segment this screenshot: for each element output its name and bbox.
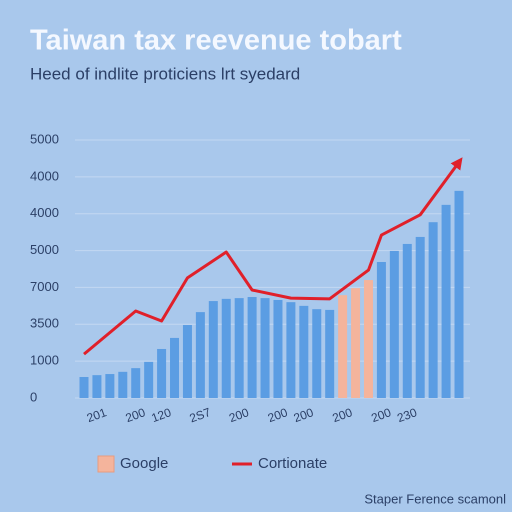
bar — [441, 204, 451, 398]
bar — [312, 309, 322, 398]
y-tick-label: 3500 — [30, 316, 59, 331]
bar — [247, 297, 257, 398]
x-tick-label: 230 — [395, 405, 419, 425]
y-tick-label: 5000 — [30, 242, 59, 257]
bar — [402, 243, 412, 398]
bar — [260, 298, 270, 398]
x-tick-label: 200 — [124, 405, 148, 425]
y-tick-label: 5000 — [30, 131, 59, 146]
x-tick-label: 200 — [331, 405, 355, 425]
bar — [325, 309, 335, 398]
legend-label: Google — [120, 455, 168, 472]
x-tick-label: 200 — [292, 405, 316, 425]
bar — [273, 299, 283, 398]
bar — [234, 298, 244, 398]
x-tick-label: 201 — [85, 405, 109, 425]
x-tick-label: 200 — [227, 405, 251, 425]
bar — [105, 374, 115, 398]
bar — [415, 236, 425, 398]
x-tick-label: 120 — [149, 405, 173, 425]
bar — [351, 288, 361, 398]
footer: Staper Ference scamonl — [364, 491, 506, 506]
bar — [299, 305, 309, 398]
x-tick-label: 200 — [369, 405, 393, 425]
bar — [157, 348, 167, 398]
chart-title: Taiwan tax reevenue tobart — [30, 25, 402, 57]
bar — [286, 302, 296, 398]
x-tick-label: 200 — [266, 405, 290, 425]
bar — [376, 261, 386, 398]
bar — [170, 337, 180, 398]
bar — [208, 301, 218, 398]
bar — [363, 280, 373, 398]
y-tick-label: 0 — [30, 389, 37, 404]
legend-swatch — [97, 455, 115, 473]
y-tick-label: 7000 — [30, 279, 59, 294]
y-tick-label: 1000 — [30, 353, 59, 368]
bar — [454, 190, 464, 398]
bar — [118, 371, 128, 398]
bar — [195, 312, 205, 398]
bar — [92, 375, 102, 398]
bar — [144, 361, 154, 398]
chart-subtitle: Heed of indlite proticiens lrt syedard — [30, 64, 300, 83]
line — [83, 157, 463, 356]
legend-label: Cortionate — [258, 455, 327, 472]
bar — [389, 250, 399, 398]
bar — [79, 376, 89, 398]
bar — [338, 295, 348, 398]
x-tick-label: 2S7 — [188, 405, 213, 426]
y-tick-label: 4000 — [30, 168, 59, 183]
bar — [182, 325, 192, 398]
bar — [221, 298, 231, 398]
bar — [131, 368, 141, 398]
bar — [428, 222, 438, 398]
y-tick-label: 4000 — [30, 205, 59, 220]
